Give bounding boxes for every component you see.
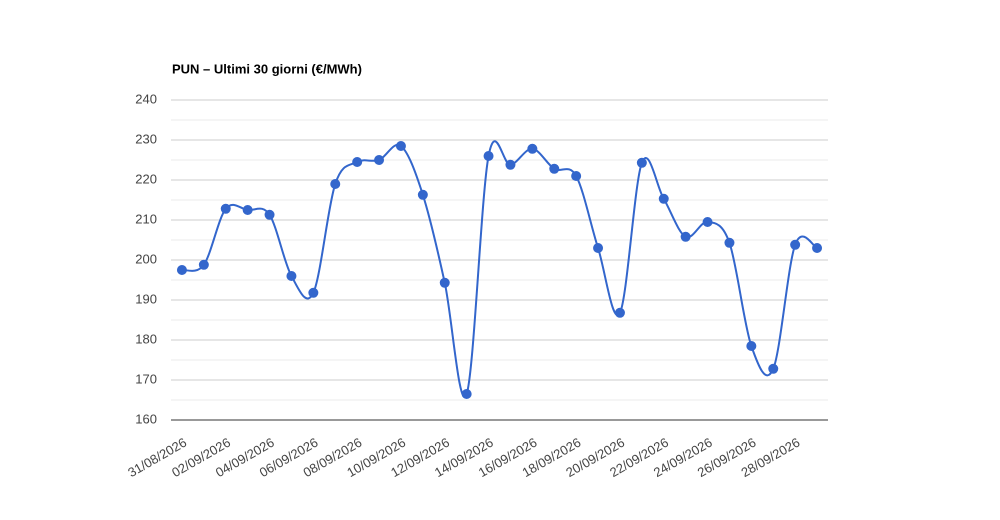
data-point [286, 271, 297, 281]
data-point [658, 193, 669, 204]
data-point [768, 363, 779, 374]
y-tick-label: 170 [135, 371, 157, 386]
y-tick-label: 200 [135, 251, 157, 266]
data-point [571, 171, 582, 181]
data-point [220, 203, 231, 214]
data-point [790, 239, 801, 250]
data-point [505, 159, 516, 170]
y-tick-label: 210 [135, 211, 157, 226]
data-point [746, 341, 757, 351]
data-point [483, 151, 494, 161]
y-tick-label: 230 [135, 131, 157, 146]
data-point [812, 243, 823, 253]
y-tick-label: 240 [135, 91, 157, 106]
data-point [417, 189, 428, 200]
data-point [527, 143, 538, 154]
data-point [352, 157, 363, 167]
y-tick-label: 180 [135, 331, 157, 346]
data-point [724, 237, 735, 248]
data-point [549, 163, 560, 174]
data-point [593, 243, 604, 253]
data-point [242, 205, 253, 215]
y-tick-label: 190 [135, 291, 157, 306]
data-point [176, 265, 187, 275]
data-point [198, 259, 209, 270]
y-tick-label: 160 [135, 411, 157, 426]
y-tick-label: 220 [135, 171, 157, 186]
data-point [702, 217, 713, 227]
data-point [636, 157, 647, 168]
data-point [614, 307, 625, 318]
chart-title: PUN – Ultimi 30 giorni (€/MWh) [172, 61, 362, 76]
data-point [680, 231, 691, 242]
data-point [264, 209, 275, 220]
data-point [374, 155, 385, 165]
data-point [395, 141, 406, 151]
data-point [439, 277, 450, 288]
data-point [461, 389, 472, 399]
data-point [308, 287, 319, 298]
data-point [330, 179, 341, 189]
